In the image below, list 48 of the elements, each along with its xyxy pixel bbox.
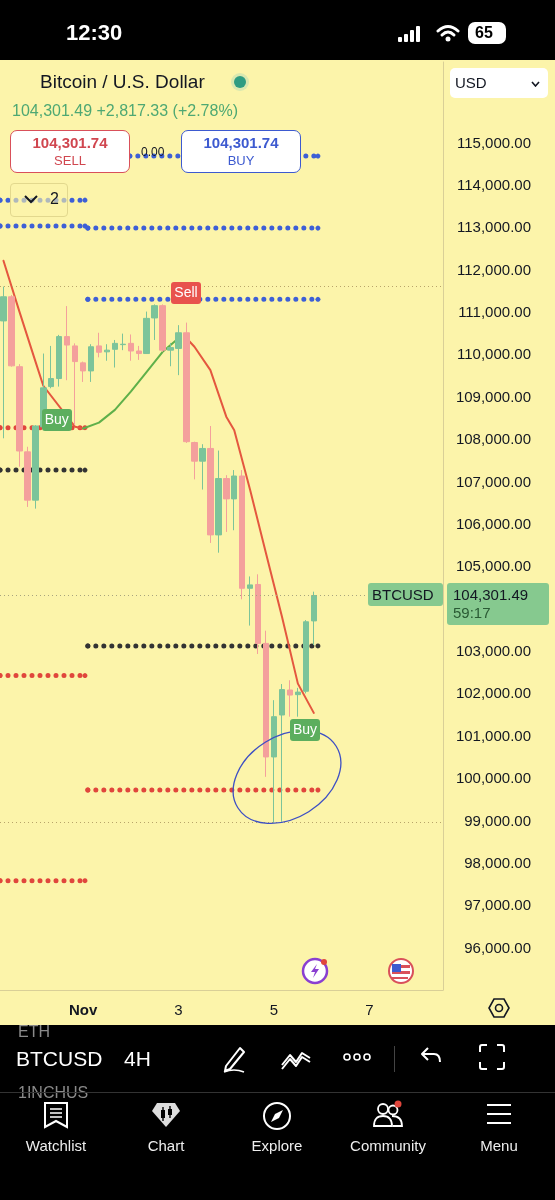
text: USD: [455, 74, 487, 91]
y-tick-label: 102,000.00: [455, 684, 531, 702]
annotation: 104,301.74: [202, 134, 280, 151]
y-tick-label: 111,000.00: [458, 303, 531, 321]
annotation: Buy: [43, 411, 70, 428]
text: 104,301.49 +2,817.33 (+2.78%): [12, 102, 238, 119]
annotation: BUY: [226, 153, 256, 168]
y-tick-label: 98,000.00: [464, 853, 531, 871]
y-tick-label: 109,000.00: [455, 387, 531, 405]
y-tick-label: 103,000.00: [455, 642, 531, 660]
text: 65: [475, 24, 493, 41]
annotation: SELL: [53, 153, 87, 168]
text: ETH: [18, 1023, 50, 1040]
y-tick-label: 112,000.00: [457, 260, 531, 278]
y-tick-label: 96,000.00: [464, 938, 531, 956]
x-tick-label: Nov: [68, 1001, 98, 1018]
text: Bitcoin / U.S. Dollar: [40, 71, 205, 92]
y-tick-label: 100,000.00: [455, 769, 531, 787]
ref-line-label: BTCUSD: [372, 586, 434, 604]
y-tick-label: 110,000.00: [457, 345, 531, 363]
y-tick-label: 106,000.00: [455, 514, 531, 532]
text: Menu: [479, 1137, 519, 1154]
text: 104,301.49: [453, 586, 529, 604]
annotation: 2: [50, 190, 59, 207]
annotation: 0.00: [141, 145, 165, 159]
text: 59:17: [453, 604, 491, 622]
text: BTCUSD: [16, 1047, 103, 1070]
annotation: Buy: [291, 721, 319, 738]
y-tick-label: 99,000.00: [464, 811, 531, 829]
annotation: 104,301.74: [31, 134, 109, 151]
text: Chart: [146, 1137, 186, 1154]
y-tick-label: 107,000.00: [455, 472, 531, 490]
text: Watchlist: [24, 1137, 88, 1154]
x-tick-label: 3: [174, 1001, 183, 1018]
text: Community: [349, 1137, 427, 1154]
y-tick-label: 97,000.00: [464, 896, 531, 914]
y-tick-label: 115,000.00: [457, 133, 531, 151]
text: 12:30: [66, 20, 123, 45]
text: 4H: [124, 1047, 151, 1070]
x-tick-label: 5: [269, 1001, 279, 1018]
y-tick-label: 108,000.00: [455, 430, 531, 448]
annotation: Sell: [173, 283, 199, 300]
y-tick-label: 105,000.00: [455, 557, 531, 575]
y-tick-label: 101,000.00: [455, 726, 531, 744]
x-tick-label: 7: [365, 1001, 374, 1018]
y-tick-label: 113,000.00: [457, 218, 531, 236]
y-tick-label: 114,000.00: [457, 175, 531, 193]
text: Explore: [250, 1137, 304, 1154]
